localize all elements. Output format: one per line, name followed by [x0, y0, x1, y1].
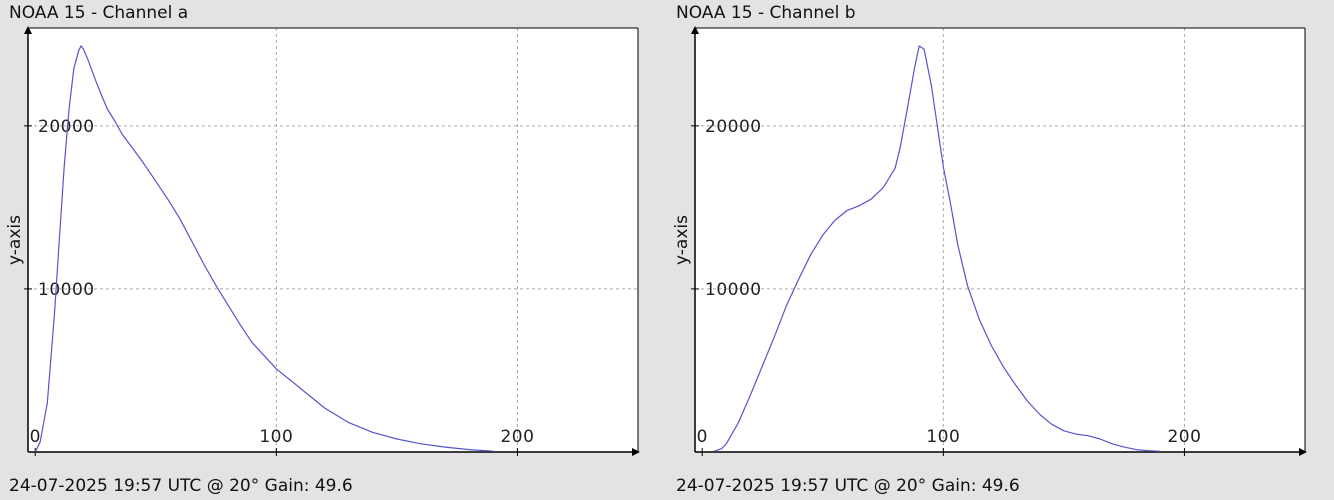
x-tick-label: 200 [500, 427, 534, 447]
y-axis-label: y-axis [5, 215, 25, 265]
y-axis-arrow [24, 26, 32, 34]
y-axis-arrow [691, 26, 699, 34]
x-tick-label: 200 [1167, 427, 1201, 447]
plot-area [28, 28, 638, 452]
series-line [714, 45, 1161, 452]
y-tick-label: 10000 [38, 280, 95, 300]
chart-title: NOAA 15 - Channel b [676, 3, 856, 23]
y-tick-label: 10000 [705, 280, 762, 300]
x-tick-label: 100 [259, 427, 293, 447]
chart-panel-a: NOAA 15 - Channel a 0 100 200 10000 20000 y-a… [5, 3, 640, 496]
chart-panel-b: NOAA 15 - Channel b 0 100 200 10000 20000 y-a… [667, 0, 1334, 500]
series-line [34, 45, 494, 453]
chart-title: NOAA 15 - Channel a [9, 3, 189, 23]
timestamp-gain-footer: 24-07-2025 19:57 UTC @ 20° Gain: 49.6 [9, 476, 353, 496]
timestamp-gain-footer: 24-07-2025 19:57 UTC @ 20° Gain: 49.6 [676, 476, 1020, 496]
line-chart-b: 0 100 200 10000 20000 y-axis [672, 26, 1307, 456]
plot-area [695, 28, 1305, 452]
x-axis-arrow [632, 448, 640, 456]
x-tick-label: 100 [926, 427, 960, 447]
x-axis-arrow [1299, 448, 1307, 456]
y-tick-label: 20000 [705, 117, 762, 137]
y-axis-label: y-axis [672, 215, 692, 265]
line-chart-a: 0 100 200 10000 20000 y-axis [5, 26, 640, 456]
x-tick-label: 0 [697, 427, 708, 447]
x-tick-label: 0 [30, 427, 41, 447]
y-tick-label: 20000 [38, 117, 95, 137]
